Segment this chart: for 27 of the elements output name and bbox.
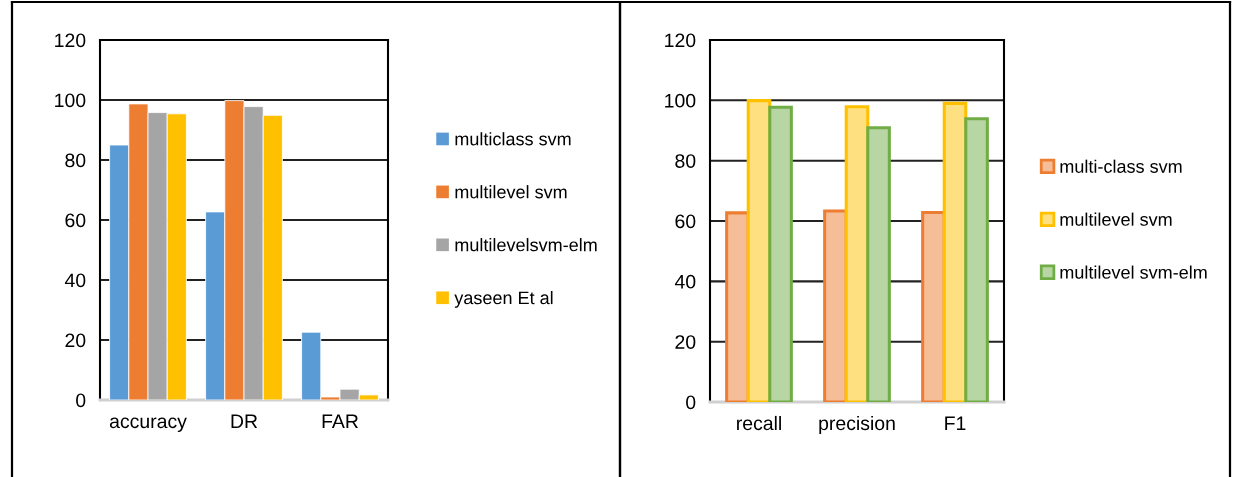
y-tick-label: 20 bbox=[65, 333, 86, 348]
y-tick-label: 40 bbox=[674, 274, 696, 289]
legend-label: multilevel svm bbox=[455, 185, 567, 199]
y-tick-label: 0 bbox=[76, 393, 86, 408]
y-tick-label: 80 bbox=[675, 154, 696, 168]
y-tick-label: 100 bbox=[665, 93, 696, 108]
legend-label: yaseen Et al bbox=[454, 291, 553, 308]
y-tick-label: 120 bbox=[55, 33, 86, 48]
legend-label: multiclass svm bbox=[455, 132, 571, 146]
x-tick-label: F1 bbox=[945, 416, 966, 430]
legend-label: multilevelsvm-elm bbox=[455, 238, 597, 252]
x-tick-label: accuracy bbox=[109, 417, 187, 433]
y-tick-label: 40 bbox=[64, 273, 86, 288]
legend-label: multilevel svm-elm bbox=[1060, 265, 1207, 279]
y-tick-label: 100 bbox=[55, 93, 86, 108]
y-tick-label: 20 bbox=[675, 335, 696, 349]
x-tick-label: DR bbox=[231, 414, 258, 428]
x-tick-label: recall bbox=[737, 415, 781, 431]
y-tick-label: 60 bbox=[675, 214, 696, 229]
legend-label: multilevel svm bbox=[1060, 212, 1172, 226]
legend-label: multi-class svm bbox=[1060, 159, 1182, 173]
x-tick-label: FAR bbox=[322, 414, 359, 428]
y-tick-label: 0 bbox=[686, 395, 696, 410]
y-tick-label: 80 bbox=[65, 153, 86, 168]
y-tick-label: 120 bbox=[665, 33, 696, 48]
y-tick-label: 60 bbox=[65, 213, 86, 228]
x-tick-label: precision bbox=[819, 415, 895, 435]
